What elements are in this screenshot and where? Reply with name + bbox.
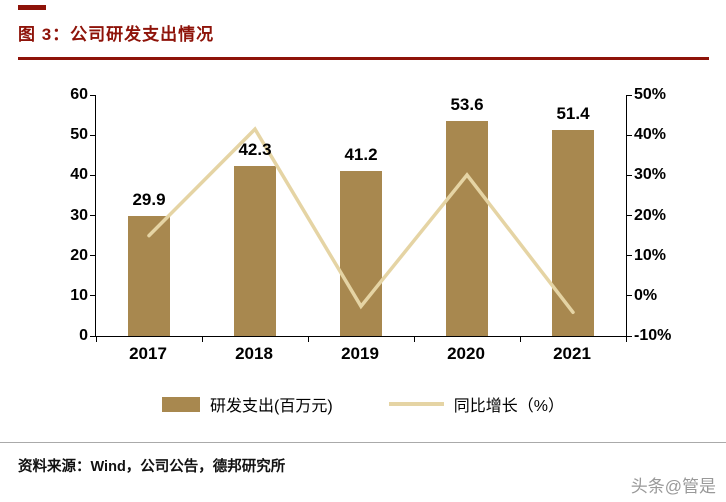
bar-2021 (552, 129, 594, 336)
watermark: 头条@管是 (630, 477, 716, 496)
right-axis-tickmark (626, 215, 632, 216)
plot-area: 29.9 42.3 41.2 53.6 51.4 (90, 94, 632, 342)
figure-title: 图 3：公司研发支出情况 (18, 25, 215, 44)
left-axis-tickmark (90, 94, 96, 96)
left-axis-tick-label: 20 (70, 246, 88, 264)
left-axis-tickmark (90, 134, 96, 136)
left-axis-tick-label: 0 (79, 327, 88, 344)
right-axis-tickmark (626, 94, 632, 96)
source-text: 资料来源：Wind，公司公告，德邦研究所 (18, 459, 286, 475)
x-axis-tickmark (625, 336, 627, 342)
bar-2018 (234, 166, 276, 336)
left-axis-tickmark (90, 335, 96, 337)
bar-value-label: 51.4 (556, 103, 590, 123)
x-axis-label: 2019 (341, 344, 379, 363)
right-axis-tick-label: 40% (634, 126, 667, 144)
right-axis-tick-label: 20% (634, 206, 667, 224)
right-axis-tick-label: 0% (634, 286, 658, 304)
left-axis-tickmark (90, 174, 96, 176)
legend: 研发支出(百万元) 同比增长（%） (0, 392, 726, 416)
growth-line-layer (147, 126, 575, 315)
left-axis-tick-label: 40 (70, 166, 88, 184)
accent-dash (18, 5, 46, 10)
x-axis-label: 2021 (553, 344, 591, 363)
bar-value-label: 42.3 (238, 140, 272, 160)
right-axis-tick-label: -10% (634, 327, 672, 344)
title-rule (18, 57, 709, 60)
x-axis-tickmark (307, 336, 309, 342)
right-axis-tickmark (626, 255, 632, 257)
x-axis-tickmark (519, 336, 521, 342)
x-axis-label: 2018 (235, 344, 273, 363)
bar-value-label: 53.6 (450, 94, 484, 114)
legend-item-line: 同比增长（%） (388, 392, 564, 416)
left-axis-tick-label: 50 (70, 126, 88, 144)
right-axis-tickmark (626, 295, 632, 297)
growth-line (147, 126, 575, 315)
bar-2020 (446, 120, 488, 336)
x-axis: 2017 2018 2019 2020 2021 (95, 344, 625, 368)
left-axis: 0 10 20 30 40 50 60 (48, 86, 88, 344)
legend-bar-label: 研发支出(百万元) (210, 398, 333, 415)
right-axis-tickmark (626, 174, 632, 176)
right-axis-tick-label: 50% (634, 86, 667, 103)
right-axis: -10% 0% 10% 20% 30% 40% 50% (634, 86, 696, 344)
x-axis-tickmark (201, 336, 203, 342)
footer-rule (0, 442, 726, 443)
left-axis-tick-label: 30 (70, 206, 88, 224)
left-axis-tick-label: 60 (70, 86, 88, 103)
bar-value-label: 29.9 (132, 189, 166, 209)
left-axis-tickmark (90, 215, 96, 216)
left-axis-tickmark (90, 255, 96, 257)
legend-line-swatch (388, 402, 444, 406)
x-axis-label: 2020 (447, 344, 485, 363)
legend-line-label: 同比增长（%） (453, 398, 564, 415)
right-axis-tickmark (626, 335, 632, 337)
right-axis-tickmark (626, 134, 632, 136)
left-axis-tickmark (90, 295, 96, 297)
legend-item-bar: 研发支出(百万元) (162, 392, 333, 416)
right-axis-tick-label: 30% (634, 166, 667, 184)
x-axis-label: 2017 (129, 344, 167, 363)
x-axis-tickmark (95, 336, 97, 342)
bar-value-label: 41.2 (344, 144, 378, 164)
right-axis-tick-label: 10% (634, 246, 667, 264)
legend-bar-swatch (162, 396, 201, 412)
x-axis-tickmark (413, 336, 415, 342)
left-axis-tick-label: 10 (70, 286, 88, 304)
